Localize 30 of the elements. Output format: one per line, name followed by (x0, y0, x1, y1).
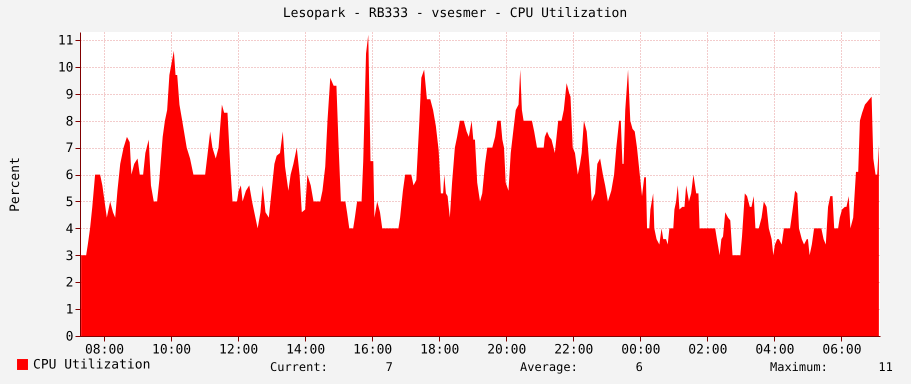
y-tick-label: 5 (66, 194, 74, 210)
x-tick-label: 10:00 (152, 342, 192, 358)
legend-label: CPU Utilization (33, 358, 150, 372)
text: Maximum: 11 (770, 360, 894, 374)
y-tick-label: 8 (66, 114, 74, 130)
x-tick-label: 08:00 (84, 342, 124, 358)
y-tick-label: 7 (66, 141, 74, 156)
x-tick-label: 14:00 (286, 342, 326, 358)
x-tick-label: 00:00 (621, 342, 660, 358)
y-tick-label: 4 (66, 222, 74, 237)
chart-title: Lesopark - RB333 - vsesmer - CPU Utilization (282, 6, 628, 21)
y-axis-title: Percent (8, 157, 23, 212)
x-tick-label: 02:00 (688, 342, 728, 358)
x-tick-label: 16:00 (353, 342, 392, 358)
y-tick-label: 3 (66, 248, 74, 264)
text: Average: 6 (520, 360, 644, 374)
x-tick-label: 04:00 (755, 342, 794, 358)
y-tick-label: 6 (66, 168, 74, 184)
y-tick-label: 10 (58, 60, 74, 76)
y-tick-label: 1 (66, 302, 74, 318)
x-tick-label: 20:00 (487, 342, 526, 358)
x-tick-label: 18:00 (420, 342, 460, 358)
text: Current: 7 (270, 360, 394, 374)
y-tick-label: 2 (66, 276, 74, 291)
x-tick-label: 22:00 (554, 342, 594, 358)
y-tick-label: 11 (58, 34, 74, 49)
y-tick-label: 9 (66, 87, 74, 102)
y-tick-label: 0 (66, 330, 74, 344)
x-tick-label: 12:00 (219, 342, 258, 358)
x-tick-label: 06:00 (822, 342, 862, 358)
